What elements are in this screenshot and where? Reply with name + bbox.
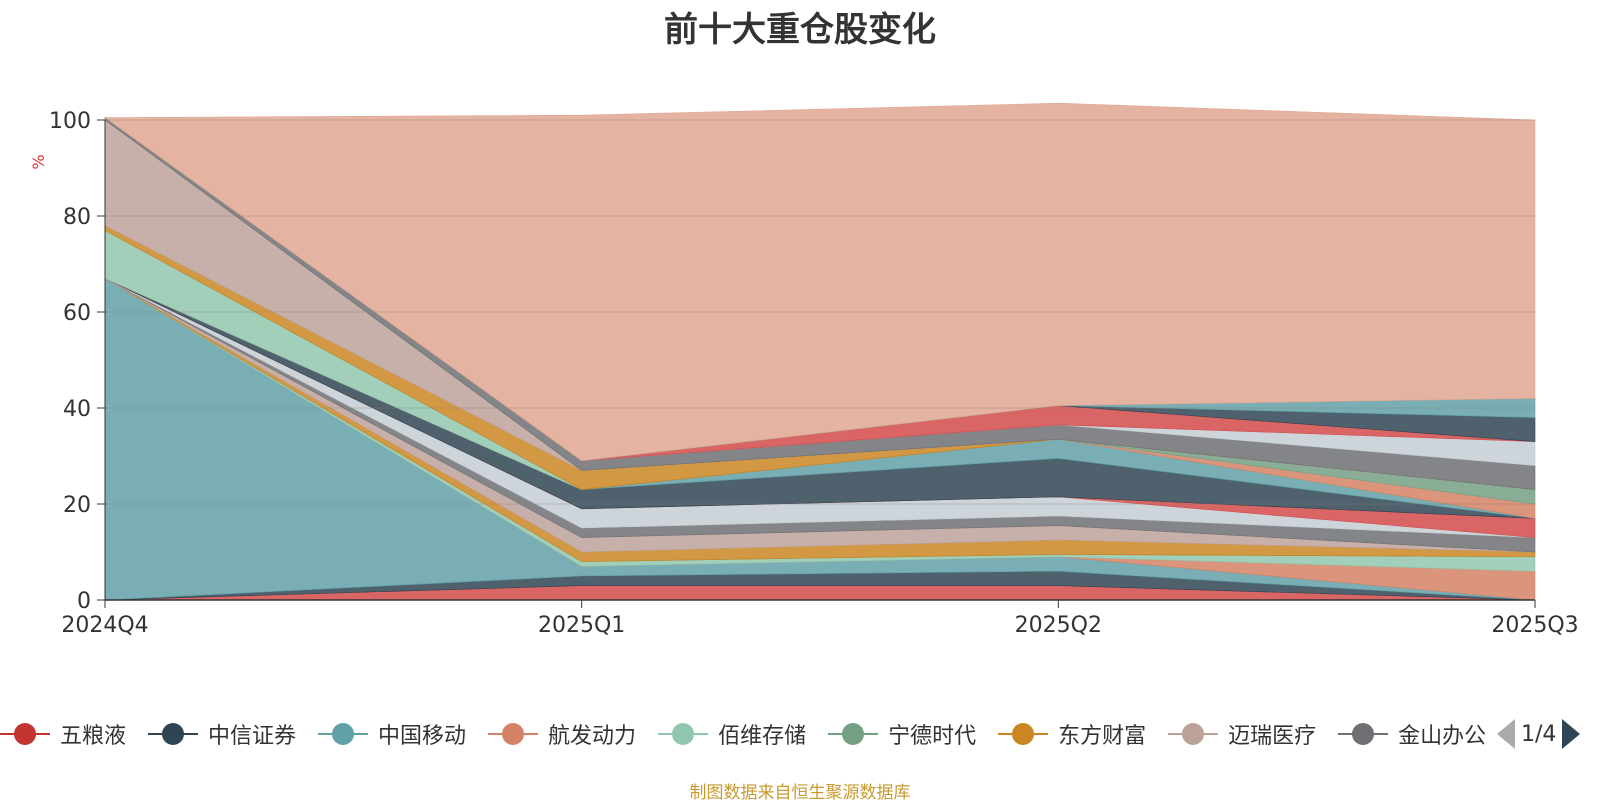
legend-item[interactable]: 迈瑞医疗 bbox=[1168, 712, 1316, 756]
area-series bbox=[104, 102, 1536, 601]
y-tick-label: 60 bbox=[63, 301, 91, 326]
y-axis-unit-label: % bbox=[29, 154, 48, 169]
stacked-area-chart: 0 20 40 60 80 100 2024Q4 2025Q1 2025Q2 2025Q3 % bbox=[29, 102, 1579, 638]
legend-marker-icon bbox=[998, 723, 1049, 745]
legend-item[interactable]: 中信证券 bbox=[148, 712, 296, 756]
legend-item[interactable]: 中国移动 bbox=[318, 712, 466, 756]
area-series-23 bbox=[104, 102, 1536, 462]
legend-marker-icon bbox=[828, 723, 879, 745]
legend-marker-icon bbox=[488, 723, 539, 745]
y-tick-label: 20 bbox=[63, 493, 91, 518]
legend-item[interactable]: 佰维存储 bbox=[658, 712, 806, 756]
y-tick-label: 40 bbox=[63, 397, 91, 422]
legend-items: 五粮液 中信证券 中国移动 航发动力 佰维存储 宁德时代 东方财富 迈瑞医疗 金山办公 bbox=[0, 712, 1485, 756]
legend-marker-icon bbox=[148, 723, 199, 745]
legend-label: 中国移动 bbox=[378, 724, 467, 749]
gridlines bbox=[105, 119, 1535, 505]
legend-label: 佰维存储 bbox=[718, 724, 807, 749]
legend-marker-icon bbox=[1338, 723, 1389, 745]
y-tick-label: 80 bbox=[63, 205, 91, 230]
axes: 0 20 40 60 80 100 2024Q4 2025Q1 2025Q2 2025Q3 bbox=[49, 109, 1579, 638]
x-tick-label: 2024Q4 bbox=[61, 613, 148, 638]
x-tick-label: 2025Q1 bbox=[538, 613, 625, 638]
x-tick-label: 2025Q3 bbox=[1491, 613, 1578, 638]
legend-marker-icon bbox=[658, 723, 709, 745]
x-tick-label: 2025Q2 bbox=[1015, 613, 1102, 638]
legend-label: 迈瑞医疗 bbox=[1228, 724, 1317, 749]
legend-item[interactable]: 金山办公 bbox=[1338, 712, 1485, 756]
legend-pager: 1/4 bbox=[1497, 712, 1600, 756]
chart-title: 前十大重仓股变化 bbox=[664, 10, 936, 50]
legend: 五粮液 中信证券 中国移动 航发动力 佰维存储 宁德时代 东方财富 迈瑞医疗 金山办公 1/4 bbox=[0, 712, 1600, 756]
source-note: 制图数据来自恒生聚源数据库 bbox=[689, 783, 911, 803]
legend-next-arrow-icon[interactable] bbox=[1562, 719, 1581, 749]
legend-marker-icon bbox=[0, 723, 50, 745]
legend-label: 金山办公 bbox=[1398, 724, 1485, 749]
legend-marker-icon bbox=[318, 723, 369, 745]
legend-prev-arrow-icon[interactable] bbox=[1497, 719, 1515, 749]
legend-label: 宁德时代 bbox=[888, 724, 977, 749]
y-tick-label: 0 bbox=[77, 589, 91, 614]
y-tick-label: 100 bbox=[49, 109, 91, 134]
legend-label: 五粮液 bbox=[60, 724, 127, 749]
legend-item[interactable]: 宁德时代 bbox=[828, 712, 976, 756]
legend-label: 中信证券 bbox=[208, 724, 297, 749]
legend-item[interactable]: 五粮液 bbox=[0, 712, 126, 756]
legend-item[interactable]: 东方财富 bbox=[998, 712, 1146, 756]
legend-label: 东方财富 bbox=[1058, 724, 1147, 749]
legend-item[interactable]: 航发动力 bbox=[488, 712, 636, 756]
legend-label: 航发动力 bbox=[548, 724, 637, 749]
legend-marker-icon bbox=[1168, 723, 1219, 745]
legend-page-indicator: 1/4 bbox=[1521, 721, 1557, 747]
